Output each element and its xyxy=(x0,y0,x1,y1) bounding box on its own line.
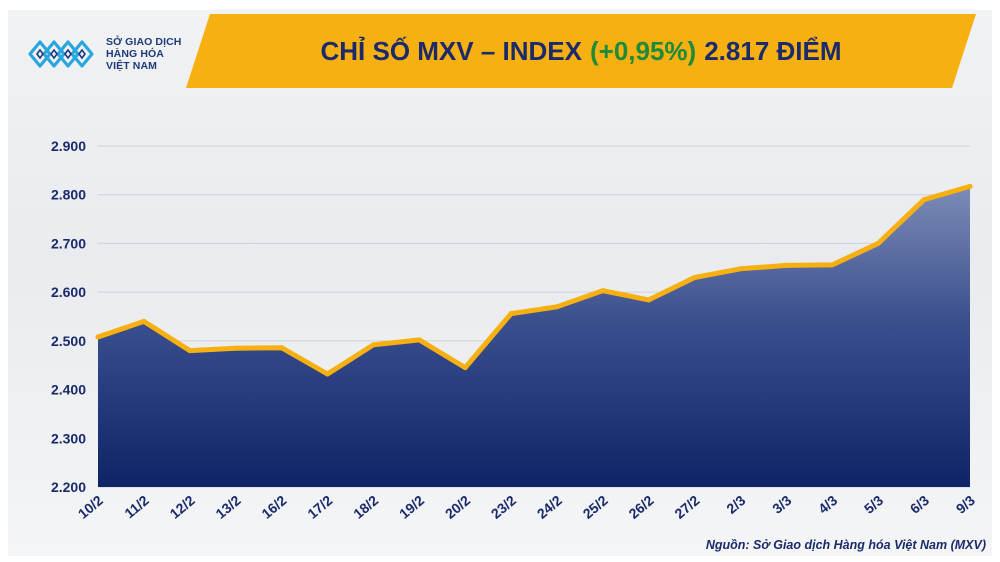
x-tick-label: 24/2 xyxy=(534,492,565,522)
data-point xyxy=(370,342,376,348)
x-tick-label: 5/3 xyxy=(861,492,886,517)
chart-title: CHỈ SỐ MXV – INDEX (+0,95%) 2.817 ĐIỂM xyxy=(186,14,976,88)
data-point xyxy=(921,197,927,203)
mxv-logo: SỞ GIAO DỊCH HÀNG HÓA VIỆT NAM xyxy=(26,26,196,82)
title-value: 2.817 ĐIỂM xyxy=(704,35,842,66)
area-fill xyxy=(98,186,970,487)
x-tick-label: 12/2 xyxy=(167,492,198,522)
y-tick-label: 2.500 xyxy=(51,333,86,349)
data-point xyxy=(508,311,514,317)
y-tick-label: 2.700 xyxy=(51,235,86,251)
data-point xyxy=(875,240,881,246)
y-axis-ticks: 2.200 2.300 2.400 2.500 2.600 2.700 2.800 2.900 xyxy=(51,138,86,495)
x-tick-label: 11/2 xyxy=(121,492,152,521)
y-tick-label: 2.300 xyxy=(51,430,86,446)
title-change: (+0,95%) xyxy=(589,35,697,66)
x-tick-label: 13/2 xyxy=(212,492,243,522)
x-tick-label: 19/2 xyxy=(396,492,427,522)
y-tick-label: 2.200 xyxy=(51,479,86,495)
x-tick-label: 10/2 xyxy=(75,492,106,522)
data-point xyxy=(416,337,422,343)
data-point xyxy=(324,371,330,377)
x-tick-label: 3/3 xyxy=(769,492,794,517)
x-tick-label: 20/2 xyxy=(442,492,473,522)
x-tick-label: 17/2 xyxy=(304,492,335,522)
x-tick-label: 2/3 xyxy=(723,492,748,517)
mxv-logo-icon xyxy=(28,40,94,68)
x-tick-label: 16/2 xyxy=(258,492,289,522)
data-point xyxy=(95,334,101,340)
data-point xyxy=(738,266,744,272)
y-tick-label: 2.400 xyxy=(51,382,86,398)
data-point xyxy=(141,318,147,324)
logo-line-3: VIỆT NAM xyxy=(106,60,157,72)
logo-text: SỞ GIAO DỊCH HÀNG HÓA VIỆT NAM xyxy=(106,36,182,72)
data-point xyxy=(233,345,239,351)
x-tick-label: 6/3 xyxy=(907,492,932,517)
data-point xyxy=(554,304,560,310)
logo-line-1: SỞ GIAO DỊCH xyxy=(106,36,182,48)
data-point xyxy=(783,262,789,268)
data-point xyxy=(967,183,973,189)
y-tick-label: 2.600 xyxy=(51,284,86,300)
y-tick-label: 2.800 xyxy=(51,187,86,203)
logo-line-2: HÀNG HÓA xyxy=(106,48,164,60)
data-points xyxy=(95,183,973,377)
data-point xyxy=(600,288,606,294)
data-point xyxy=(692,275,698,281)
data-point xyxy=(829,262,835,268)
source-note: Nguồn: Sở Giao dịch Hàng hóa Việt Nam (M… xyxy=(705,538,986,552)
y-tick-label: 2.900 xyxy=(51,138,86,154)
title-prefix: CHỈ SỐ MXV – INDEX xyxy=(320,35,582,66)
x-tick-label: 18/2 xyxy=(350,492,381,522)
x-tick-label: 27/2 xyxy=(671,492,702,522)
x-tick-label: 9/3 xyxy=(953,492,978,517)
x-tick-label: 25/2 xyxy=(580,492,611,522)
series-line xyxy=(95,183,973,377)
data-point xyxy=(462,365,468,371)
data-point xyxy=(279,345,285,351)
x-tick-label: 23/2 xyxy=(488,492,519,522)
x-tick-label: 26/2 xyxy=(626,492,657,522)
x-axis-ticks: 10/2 11/2 12/2 13/2 16/2 17/2 18/2 19/2 20/2 23/2… xyxy=(75,492,978,522)
title-banner xyxy=(186,14,976,88)
data-point xyxy=(187,348,193,354)
data-point xyxy=(646,297,652,303)
x-tick-label: 4/3 xyxy=(815,492,840,517)
